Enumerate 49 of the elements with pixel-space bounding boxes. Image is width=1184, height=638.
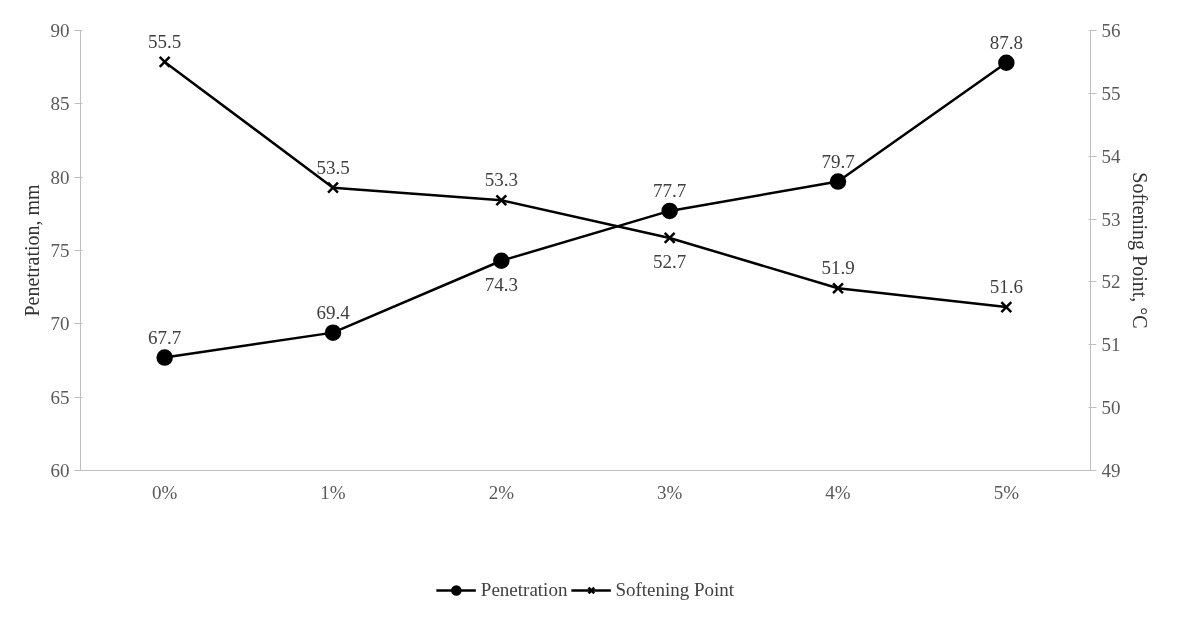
x-tick-label: 5% [993,481,1020,503]
data-label: 69.4 [316,301,351,323]
data-label: 53.3 [484,169,518,191]
point [663,231,676,245]
y2-tick-label: 50 [1101,397,1121,419]
y-tick-label: 70 [50,313,70,335]
y2-axis-title: Softening Point, °C [1127,172,1151,329]
y2-tick-label: 54 [1101,145,1121,167]
data-label: 53.5 [316,156,350,178]
x-tick-label: 0% [152,481,178,503]
data-label: 87.8 [989,31,1023,53]
x-tick-label: 1% [320,481,346,503]
x-tick-label: 4% [825,481,851,503]
y2-tick-label: 51 [1101,334,1121,356]
y-axis-title: Penetration, mm [20,183,43,317]
x-tick-label: 3% [657,481,683,503]
y-tick-label: 90 [50,20,70,41]
y-tick-label: 60 [50,460,70,481]
point [829,173,847,190]
point [326,181,340,194]
point [1000,300,1013,314]
data-label: 51.9 [821,257,855,279]
point [324,324,342,341]
data-label: 55.5 [148,30,182,52]
point [495,194,508,207]
legend-label: Penetration [480,578,568,601]
data-label: 67.7 [148,326,182,348]
point [998,54,1015,71]
y-tick-label: 65 [50,386,70,408]
data-label: 79.7 [821,150,855,172]
y2-tick-label: 53 [1101,208,1121,230]
point [493,252,510,269]
legend-label: Softening Point [615,578,735,601]
y2-tick-label: 52 [1101,271,1121,293]
y-tick-label: 80 [50,166,70,188]
y2-tick-label: 56 [1101,20,1121,41]
y-tick-label: 75 [50,240,70,261]
x-tick-label: 2% [488,481,515,503]
data-label: 52.7 [653,250,687,272]
y-tick-label: 85 [50,93,70,115]
y2-tick-label: 55 [1101,82,1121,104]
point [831,282,845,295]
point [661,202,678,220]
data-label: 51.6 [989,276,1023,298]
point [156,349,173,366]
data-label: 74.3 [484,273,518,295]
point [158,55,171,69]
y2-tick-label: 49 [1101,460,1121,481]
data-label: 77.7 [653,179,687,201]
